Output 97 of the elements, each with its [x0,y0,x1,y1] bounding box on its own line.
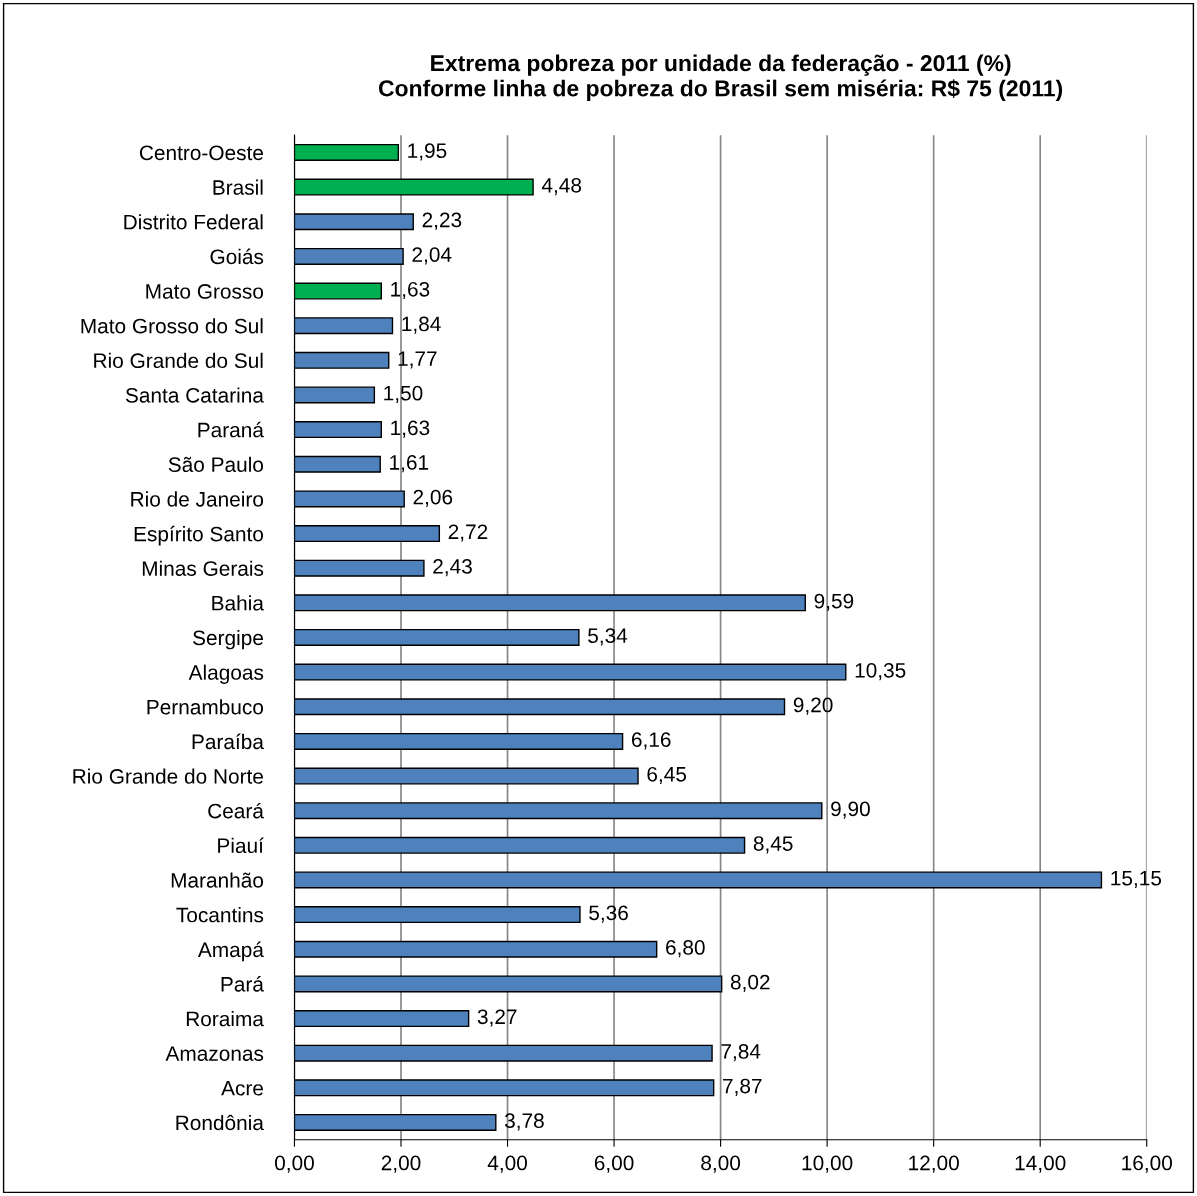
y-tick-label: Acre [221,1081,263,1096]
bar [294,213,414,231]
y-tick-label: Tocantins [176,907,264,923]
y-tick-label: Rio Grande do Norte [73,768,263,784]
x-tick-label: 2,00 [381,1155,421,1173]
data-label: 1,63 [391,420,430,438]
x-tick-label: 4,00 [487,1155,527,1173]
data-label: 2,43 [433,559,472,577]
data-label: 4,48 [541,177,582,196]
bar [294,975,723,993]
data-label: 1,50 [384,385,423,404]
y-tick-label: Bahia [212,595,264,611]
x-tick-label: 12,00 [909,1155,959,1173]
data-label: 7,84 [721,1044,761,1062]
bar [294,559,425,577]
y-tick-label: Paraíba [192,733,264,750]
bar [294,732,624,750]
bar [294,802,823,820]
data-label: 6,16 [631,732,671,750]
data-label: 1,77 [398,351,437,369]
y-tick-label: Sergipe [193,629,263,650]
y-tick-label: Mato Grosso do Sul [81,318,263,334]
bar [294,282,382,300]
y-tick-label: Alagoas [188,664,264,684]
y-tick-label: Paraná [198,421,264,438]
bar [294,455,381,473]
y-tick-label: Rio de Janeiro [131,491,264,507]
y-tick-label: Pará [221,976,264,992]
bar [294,421,382,439]
bar [294,351,390,369]
bar [294,1079,715,1097]
data-label: 5,34 [588,628,628,646]
y-tick-label: Rondônia [176,1114,264,1131]
y-tick-label: São Paulo [168,456,264,473]
y-tick-label: Piauí [218,837,264,854]
y-tick-label: Santa Catarina [125,387,264,403]
bar [294,628,580,646]
bar [294,663,847,681]
data-label: 9,59 [814,593,854,611]
y-tick-label: Minas Gerais [142,560,264,576]
data-label: 2,23 [422,212,462,230]
data-label: 2,72 [448,524,488,542]
data-label: 2,04 [412,247,452,265]
y-tick-label: Pernambuco [147,699,264,715]
x-tick-label: 16,00 [1122,1155,1172,1173]
data-label: 1,95 [408,143,447,161]
data-label: 8,45 [753,836,793,854]
data-label: 7,87 [723,1078,762,1096]
y-tick-label: Roraima [186,1010,264,1027]
bar [294,871,1103,889]
bar [294,594,806,612]
chart-title: Extrema pobreza por unidade da federação - 2011 (%) Conforme linha de pobreza do Brasil sem miséria: R$ 75 (2011) [378,54,1063,102]
data-label: 1,63 [391,281,430,300]
data-label: 10,35 [855,662,906,681]
y-tick-label: Brasil [213,179,263,195]
x-tick-label: 6,00 [594,1155,634,1173]
bar [294,247,404,265]
data-label: 3,78 [504,1113,544,1131]
bar [294,178,534,196]
data-label: 3,27 [477,1009,517,1027]
bar [294,906,581,924]
y-tick-label: Amazonas [165,1046,264,1061]
bar [294,1113,497,1131]
data-label: 5,36 [589,905,628,923]
bar [294,1044,713,1062]
data-label: 1,61 [390,455,429,473]
x-tick-label: 8,00 [701,1155,741,1173]
bar [294,1010,470,1028]
data-label: 6,45 [647,766,687,785]
data-label: 15,15 [1111,871,1162,889]
y-tick-label: Goiás [210,248,264,265]
bar [294,940,658,958]
x-tick-label: 10,00 [802,1155,853,1173]
y-tick-label: Centro-Oeste [139,145,263,161]
bar [294,836,746,854]
bar [294,525,441,543]
y-tick-label: Ceará [208,802,264,819]
x-tick-label: 0,00 [275,1155,314,1173]
bar [294,698,786,716]
data-label: 6,80 [666,940,705,958]
y-tick-label: Mato Grosso [146,284,264,299]
data-label: 9,20 [793,697,833,715]
bar [294,386,376,404]
y-tick-label: Distrito Federal [124,214,263,230]
x-tick-label: 14,00 [1015,1155,1066,1173]
y-tick-label: Rio Grande do Sul [94,352,263,369]
data-label: 8,02 [730,974,770,992]
bar [294,767,639,785]
data-label: 9,90 [831,801,870,819]
data-label: 1,84 [402,316,441,334]
bar [294,317,394,335]
y-tick-label: Amapá [197,941,264,962]
bar [294,143,400,161]
bar [294,490,405,508]
y-tick-label: Maranhão [171,872,264,888]
y-tick-label: Espírito Santo [134,525,264,546]
data-label: 2,06 [413,489,453,507]
